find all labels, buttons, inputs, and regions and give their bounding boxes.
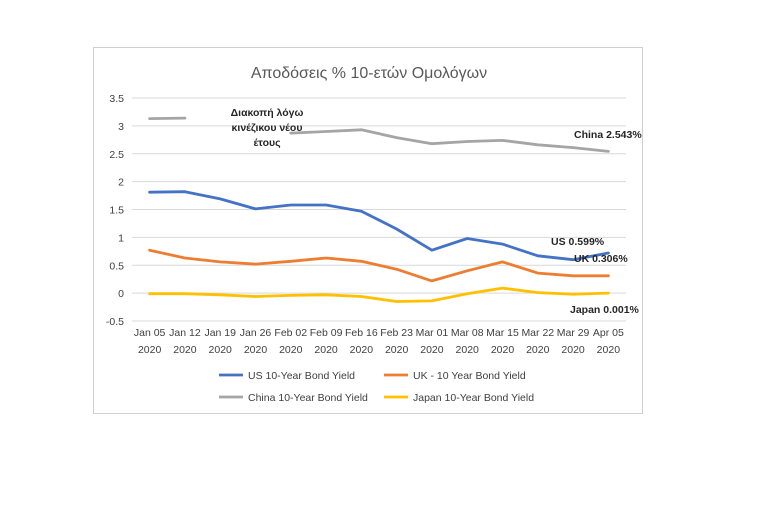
legend-label: US 10-Year Bond Yield <box>248 370 355 382</box>
chart-title: Αποδόσεις % 10-ετών Ομολόγων <box>251 65 487 82</box>
annotation-label: China 2.543% <box>574 129 642 141</box>
x-tick-label: Jan 26 <box>240 327 272 339</box>
x-tick-label: 2020 <box>279 344 303 356</box>
x-tick-label: 2020 <box>420 344 444 356</box>
legend-label: Japan 10-Year Bond Yield <box>413 392 534 404</box>
x-tick-label: Feb 16 <box>345 327 378 339</box>
legend-label: China 10-Year Bond Yield <box>248 392 368 404</box>
x-tick-label: 2020 <box>314 344 338 356</box>
series-line-1 <box>148 248 610 283</box>
x-tick-label: Mar 22 <box>521 327 554 339</box>
series-line-2 <box>289 128 610 153</box>
x-tick-label: 2020 <box>209 344 233 356</box>
x-tick-label: 2020 <box>561 344 585 356</box>
annotation-label: έτους <box>253 137 281 149</box>
legend-label: UK - 10 Year Bond Yield <box>413 370 526 382</box>
annotations: Διακοπή λόγω κινέζικου νέου έτους China 2.5… <box>231 107 643 316</box>
x-tick-label: 2020 <box>456 344 480 356</box>
y-axis-ticks: -0.5 0 0.5 1 1.5 2 2.5 3 3.5 <box>106 93 124 328</box>
annotation-label: Διακοπή λόγω <box>231 107 304 119</box>
x-tick-label: Feb 23 <box>380 327 413 339</box>
series-line-0 <box>148 190 610 262</box>
y-tick-label: 2.5 <box>109 149 124 161</box>
x-tick-label: Feb 09 <box>310 327 343 339</box>
legend: US 10-Year Bond Yield UK - 10 Year Bond Y… <box>219 370 534 404</box>
x-tick-label: 2020 <box>526 344 550 356</box>
series-line-3 <box>148 286 610 303</box>
x-tick-label: 2020 <box>385 344 409 356</box>
y-tick-label: 0 <box>118 288 124 300</box>
y-tick-label: 3 <box>118 121 124 133</box>
x-tick-label: 2020 <box>491 344 515 356</box>
y-tick-label: 0.5 <box>109 260 124 272</box>
x-tick-label: 2020 <box>138 344 162 356</box>
line-chart: Αποδόσεις % 10-ετών Ομολόγων -0.5 0 0.5 1 1.… <box>106 65 643 404</box>
x-tick-label: Mar 08 <box>451 327 484 339</box>
x-tick-label: Jan 19 <box>204 327 236 339</box>
x-tick-label: Feb 02 <box>274 327 307 339</box>
series-lines <box>148 116 610 303</box>
x-tick-label: Jan 05 <box>134 327 166 339</box>
y-tick-label: 1 <box>118 232 124 244</box>
x-tick-label: 2020 <box>173 344 197 356</box>
y-tick-label: 3.5 <box>109 93 124 105</box>
x-tick-label: 2020 <box>244 344 268 356</box>
x-tick-label: Mar 15 <box>486 327 519 339</box>
y-tick-label: 2 <box>118 177 124 189</box>
x-axis-ticks: Jan 05 2020 Jan 12 2020 Jan 19 2020 Jan 26 2020… <box>134 327 624 356</box>
x-tick-label: Apr 05 <box>593 327 624 339</box>
x-tick-label: Jan 12 <box>169 327 201 339</box>
series-line-2 <box>148 116 187 120</box>
y-tick-label: 1.5 <box>109 205 124 217</box>
y-tick-label: -0.5 <box>106 316 124 328</box>
chart-container: Αποδόσεις % 10-ετών Ομολόγων -0.5 0 0.5 1 1.… <box>93 47 643 414</box>
annotation-label: UK 0.306% <box>574 253 628 265</box>
x-tick-label: 2020 <box>597 344 621 356</box>
annotation-label: Japan 0.001% <box>570 304 640 316</box>
annotation-label: κινέζικου νέου <box>232 122 303 134</box>
gridlines <box>132 97 626 322</box>
annotation-label: US 0.599% <box>551 236 605 248</box>
x-tick-label: Mar 29 <box>557 327 590 339</box>
x-tick-label: Mar 01 <box>416 327 449 339</box>
x-tick-label: 2020 <box>350 344 374 356</box>
